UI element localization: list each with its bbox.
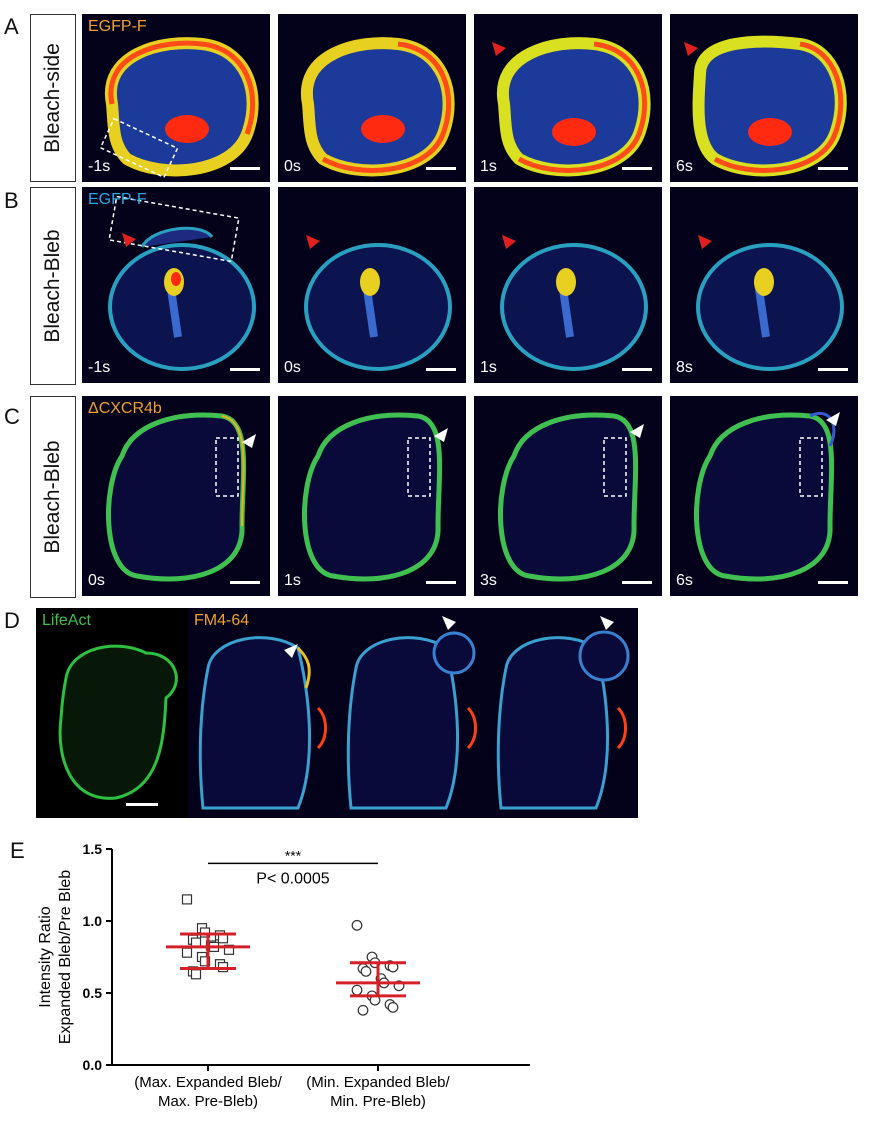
time-label: 1s — [480, 158, 497, 175]
cell-image — [99, 37, 259, 179]
panel-letter-a: A — [4, 14, 19, 39]
cell-image — [304, 235, 452, 371]
p-value-label: P< 0.0005 — [256, 870, 330, 887]
data-point-square — [181, 894, 193, 905]
frame-d-fm3 — [486, 608, 638, 818]
marker-label: EGFP-F — [88, 18, 147, 35]
y-axis-label-line2: Expanded Bleb/Pre Bleb — [57, 870, 74, 1044]
intensity-ratio-chart: 0.0 0.5 1.0 1.5 Intensity Ratio Expanded Bleb… — [30, 835, 550, 1137]
scale-bar — [230, 368, 260, 371]
panel-letter-b: B — [4, 188, 19, 213]
time-label: 0s — [284, 158, 301, 175]
time-label: 1s — [480, 359, 497, 376]
time-label: 1s — [284, 572, 301, 589]
cell-image — [684, 35, 847, 177]
scale-bar — [622, 167, 652, 170]
time-label: 0s — [88, 572, 105, 589]
data-point-square — [181, 947, 193, 958]
frame-c-1: ΔCXCR4b 0s — [82, 396, 270, 596]
data-point-circle — [351, 984, 363, 996]
scale-bar — [818, 167, 848, 170]
cell-image — [300, 37, 455, 177]
cell-image — [108, 195, 256, 371]
time-label: -1s — [88, 158, 111, 175]
frame-d-fm1: FM4-64 — [188, 608, 336, 818]
cell-image — [496, 616, 630, 810]
y-tick-label: 0.5 — [83, 985, 103, 1001]
chart-svg: 0.0 0.5 1.0 1.5 Intensity Ratio Expanded Bleb… — [37, 841, 530, 1110]
time-label: 6s — [676, 572, 693, 589]
y-tick-label: 1.0 — [83, 913, 103, 929]
time-label: 3s — [480, 572, 497, 589]
row-label-b: Bleach-Bleb — [30, 187, 76, 385]
frame-b-4: 8s — [670, 187, 858, 383]
scale-bar — [230, 167, 260, 170]
scale-bar — [818, 368, 848, 371]
cell-image — [500, 235, 648, 371]
y-tick-label: 0.0 — [83, 1057, 103, 1073]
significance-stars: *** — [285, 847, 302, 863]
time-label: 0s — [284, 359, 301, 376]
y-axis-label-line1: Intensity Ratio — [37, 906, 54, 1007]
marker-label: EGFP-F — [88, 191, 147, 208]
cell-image — [694, 411, 840, 582]
cell-image — [302, 412, 448, 582]
frame-a-1: EGFP-F -1s — [82, 14, 270, 182]
data-point-square — [190, 969, 202, 980]
panel-letter-c: C — [4, 404, 20, 429]
cell-image — [498, 412, 644, 582]
scale-bar — [622, 581, 652, 584]
scale-bar — [818, 581, 848, 584]
scale-bar — [426, 581, 456, 584]
frame-c-3: 3s — [474, 396, 662, 596]
frame-d-lifeact: LifeAct — [36, 608, 188, 818]
row-label-c-text: Bleach-Bleb — [41, 440, 64, 554]
data-point-square — [223, 944, 235, 955]
marker-label: ΔCXCR4b — [88, 400, 162, 417]
frame-b-2: 0s — [278, 187, 466, 383]
cell-image — [346, 616, 477, 810]
x-category-label-line2: Max. Pre-Bleb) — [158, 1093, 258, 1110]
panel-letter-d: D — [4, 608, 20, 633]
time-label: -1s — [88, 359, 111, 376]
cell-image — [696, 235, 844, 371]
cell-image — [198, 636, 327, 810]
y-tick-label: 1.5 — [83, 841, 103, 857]
x-category-label-line1: (Min. Expanded Bleb/ — [306, 1074, 450, 1091]
frame-a-2: 0s — [278, 14, 466, 182]
frame-a-3: 1s — [474, 14, 662, 182]
row-label-a-text: Bleach-side — [41, 43, 64, 153]
data-point-circle — [351, 919, 363, 931]
cell-image — [492, 37, 651, 177]
frame-a-4: 6s — [670, 14, 858, 182]
row-label-c: Bleach-Bleb — [30, 396, 76, 598]
x-category-label-line2: Min. Pre-Bleb) — [330, 1093, 426, 1110]
scale-bar — [622, 368, 652, 371]
cell-image — [106, 412, 256, 582]
x-category-label-line1: (Max. Expanded Bleb/ — [134, 1074, 282, 1091]
frame-b-3: 1s — [474, 187, 662, 383]
frame-d-fm2 — [336, 608, 486, 818]
cell-image — [58, 644, 178, 806]
row-label-b-text: Bleach-Bleb — [41, 229, 64, 343]
data-point-circle — [357, 1004, 369, 1016]
scale-bar — [426, 167, 456, 170]
scale-bar — [426, 368, 456, 371]
row-label-a: Bleach-side — [30, 14, 76, 182]
time-label: 8s — [676, 359, 693, 376]
time-label: 6s — [676, 158, 693, 175]
data-point-circle — [360, 965, 372, 977]
frame-c-2: 1s — [278, 396, 466, 596]
frame-c-4: 6s — [670, 396, 858, 596]
marker-label-fm464: FM4-64 — [194, 612, 250, 629]
frame-b-1: EGFP-F -1s — [82, 187, 270, 383]
data-point-circle — [387, 1001, 399, 1013]
scale-bar — [230, 581, 260, 584]
marker-label-lifeact: LifeAct — [42, 612, 91, 629]
panel-letter-e: E — [10, 838, 25, 863]
